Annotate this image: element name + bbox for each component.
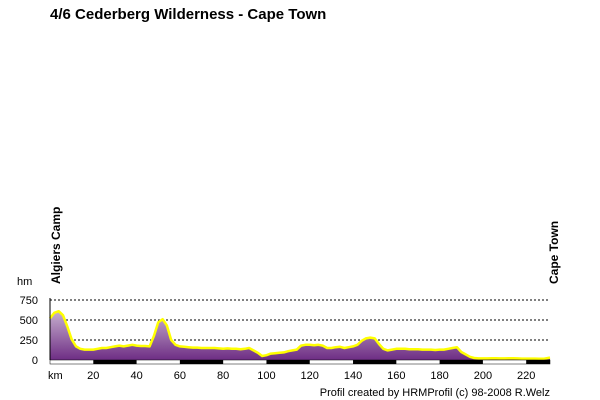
credit-text: Profil created by HRMProfil (c) 98-2008 … <box>320 387 550 399</box>
x-tick-label: 40 <box>130 370 142 382</box>
y-tick-label: 0 <box>32 355 38 367</box>
x-axis-scale-bar <box>49 359 551 365</box>
x-tick-label: 100 <box>257 370 275 382</box>
y-axis-label: hm <box>17 276 32 288</box>
x-tick-label: 220 <box>517 370 535 382</box>
start-location-label: Algiers Camp <box>49 207 63 284</box>
x-axis-ticks: 20 40 60 80 100 120 140 160 180 200 220 <box>87 370 535 382</box>
end-location-label: Cape Town <box>547 221 561 284</box>
x-tick-label: 200 <box>474 370 492 382</box>
grid-lines <box>50 299 550 341</box>
x-tick-label: 80 <box>217 370 229 382</box>
scale-bar-segment <box>266 360 310 364</box>
elevation-line <box>49 309 551 361</box>
x-tick-label: 120 <box>301 370 319 382</box>
elevation-area <box>50 311 550 360</box>
x-tick-label: 20 <box>87 370 99 382</box>
y-tick-label: 500 <box>20 315 38 327</box>
scale-bar-segment <box>179 360 224 364</box>
y-axis-ticks: 0 250 500 750 <box>20 295 38 367</box>
x-tick-label: 60 <box>174 370 186 382</box>
chart-title: 4/6 Cederberg Wilderness - Cape Town <box>50 6 326 23</box>
scale-bar-segment <box>439 360 483 364</box>
scale-bar-segment <box>93 360 137 364</box>
x-tick-label: 180 <box>430 370 448 382</box>
scale-bar-segment <box>526 360 550 364</box>
x-tick-label: 140 <box>344 370 362 382</box>
y-tick-label: 750 <box>20 295 38 307</box>
scale-bar-segment <box>353 360 397 364</box>
x-tick-label: 160 <box>387 370 405 382</box>
y-tick-label: 250 <box>20 335 38 347</box>
x-axis-label: km <box>48 370 63 382</box>
